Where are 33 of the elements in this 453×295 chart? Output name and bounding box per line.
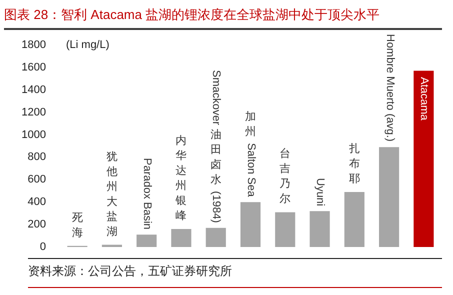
- bar: [171, 229, 192, 247]
- bar: [379, 147, 400, 247]
- bar: [310, 211, 330, 247]
- bar: [136, 234, 157, 247]
- y-tick-label: 1000: [22, 128, 46, 141]
- bar: [206, 228, 226, 247]
- bar: [275, 212, 296, 247]
- y-tick-label: 0: [40, 241, 46, 253]
- y-tick-label: 1400: [22, 84, 46, 96]
- x-tick-label: 加州 Salton Sea: [244, 110, 257, 197]
- y-axis-title: (Li mg/L): [66, 39, 110, 51]
- x-tick-label: Atacama: [417, 76, 430, 120]
- text: 资料来源：公司公告，五矿证券研究所: [28, 258, 442, 288]
- y-tick-label: 400: [28, 196, 46, 208]
- y-tick-label: 600: [28, 174, 46, 186]
- y-tick-label: 1600: [22, 61, 46, 74]
- y-tick-label: 1800: [22, 39, 46, 51]
- y-tick-label: 800: [28, 151, 46, 164]
- x-tick-label: 犹他州大盐湖: [106, 150, 118, 240]
- chart-title: 图表 28：智利 Atacama 盐湖的锂浓度在全球盐湖中处于顶尖水平: [4, 4, 442, 30]
- bar: [414, 70, 434, 247]
- bar: [344, 192, 364, 247]
- x-tick-label: Paradox Basin: [140, 158, 154, 230]
- y-tick-label: 1200: [22, 106, 46, 118]
- x-tick-label: Smackover 油田卤水 (1984): [209, 70, 222, 223]
- x-tick-label: 内华达州银峰: [176, 134, 187, 224]
- x-tick-label: 死海: [72, 210, 83, 241]
- x-tick-label: 扎布耶: [348, 142, 360, 187]
- x-tick-label: Uyuni: [313, 178, 326, 206]
- x-tick-label: 台吉乃尔: [280, 147, 291, 208]
- x-tick-label: Hombre Muerto (avg.): [382, 34, 396, 142]
- y-tick-label: 200: [28, 218, 46, 231]
- bar: [240, 202, 261, 247]
